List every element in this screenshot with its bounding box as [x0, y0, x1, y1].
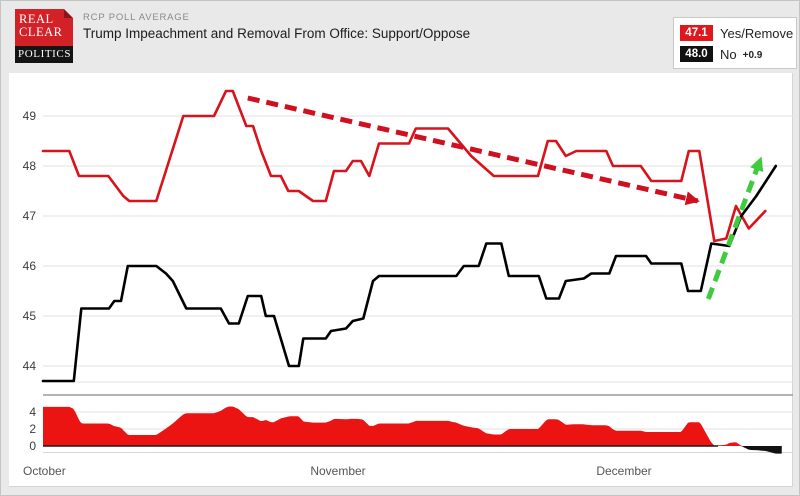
x-label-october: October — [23, 464, 66, 478]
x-label-november: November — [310, 464, 366, 478]
spread-tick-0: 0 — [29, 439, 36, 453]
logo-line-clear: CLEAR — [19, 25, 63, 39]
no-label: No — [720, 46, 737, 62]
yes-label: Yes/Remove — [720, 25, 794, 41]
yes-value-badge: 47.1 — [680, 25, 713, 41]
y-tick-44: 44 — [22, 359, 36, 373]
spread-tick-2: 2 — [29, 422, 36, 436]
rcp-logo[interactable]: REAL CLEAR POLITICS — [15, 9, 73, 63]
y-tick-49: 49 — [22, 109, 36, 123]
spread-tick-4: 4 — [29, 405, 36, 419]
x-label-december: December — [596, 464, 652, 478]
page-title: Trump Impeachment and Removal From Offic… — [83, 26, 471, 41]
spread-area-positive — [43, 406, 782, 446]
legend-row-no: 48.0 No +0.9 — [680, 45, 790, 63]
no-value-badge: 48.0 — [680, 46, 713, 62]
y-tick-46: 46 — [22, 259, 36, 273]
chart-card: 49 48 47 46 45 44 4 2 0 October November… — [9, 73, 793, 487]
logo-fold-corner — [64, 9, 73, 18]
poll-average-kicker: RCP POLL AVERAGE — [83, 12, 190, 23]
legend-row-yes: 47.1 Yes/Remove — [680, 24, 794, 42]
legend-box: 47.1 Yes/Remove 48.0 No +0.9 — [673, 17, 797, 69]
logo-line-real: REAL — [19, 12, 54, 26]
rcp-logo-mark: REAL CLEAR — [15, 9, 73, 46]
y-tick-48: 48 — [22, 159, 36, 173]
y-tick-47: 47 — [22, 209, 36, 223]
logo-line-politics: POLITICS — [15, 46, 73, 63]
spread-value: +0.9 — [742, 49, 763, 61]
y-tick-45: 45 — [22, 309, 36, 323]
